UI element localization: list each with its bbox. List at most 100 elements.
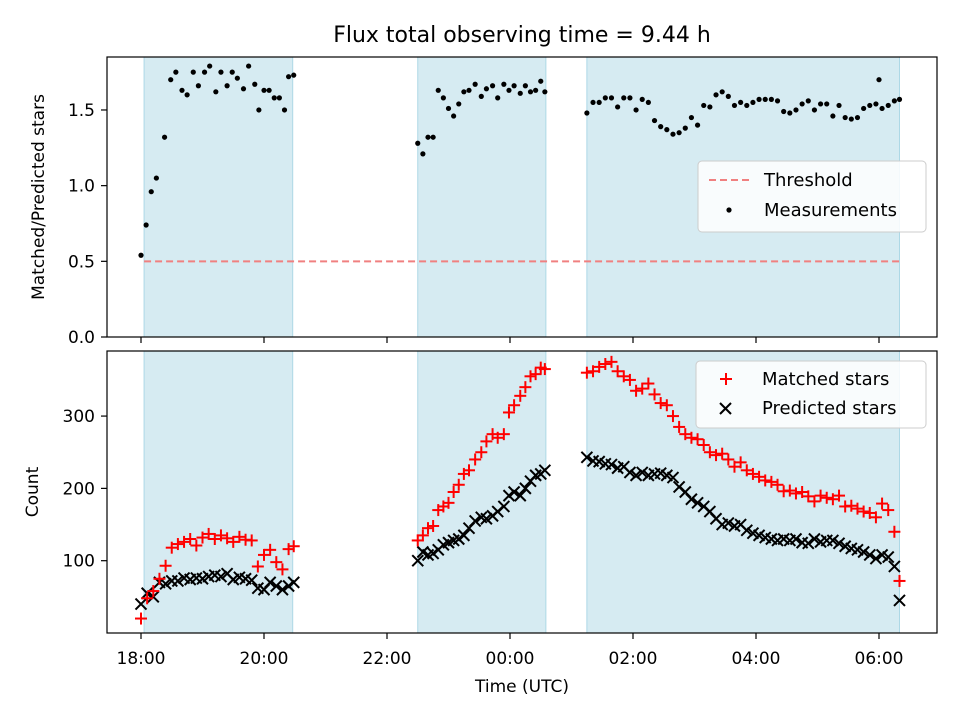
measurement-point-51 xyxy=(533,87,539,93)
matched-star-point-1 xyxy=(141,592,154,605)
measurement-point-97 xyxy=(848,116,854,122)
matched-star-point-87 xyxy=(802,490,815,503)
matched-star-point-26 xyxy=(411,534,424,547)
bottom-legend: Matched stars Predicted stars xyxy=(695,360,927,429)
matched-star-point-71 xyxy=(703,446,716,459)
predicted-star-point-37 xyxy=(468,514,482,528)
matched-star-point-48 xyxy=(529,368,542,381)
bottom-axes-frame xyxy=(106,350,938,634)
measurement-point-42 xyxy=(483,86,490,92)
bottom-panel: 100 200 300 18:00 20:00 22:00 00:00 02:00 04:00… xyxy=(23,350,938,697)
predicted-star-point-96 xyxy=(857,545,870,559)
measurement-point-81 xyxy=(750,99,756,106)
matched-star-point-8 xyxy=(184,533,197,545)
matched-star-point-36 xyxy=(463,464,475,477)
measurement-point-76 xyxy=(719,89,725,95)
measurement-point-46 xyxy=(506,87,512,93)
measurement-point-78 xyxy=(731,102,738,109)
measurement-point-88 xyxy=(793,107,799,113)
predicted-star-point-45 xyxy=(514,489,527,502)
measurement-point-105 xyxy=(891,98,897,104)
matched-star-point-89 xyxy=(814,489,827,502)
predicted-star-point-44 xyxy=(507,485,521,499)
matched-star-point-11 xyxy=(202,527,215,540)
matched-star-point-60 xyxy=(636,382,649,395)
measurement-point-47 xyxy=(511,83,517,89)
measurement-point-70 xyxy=(682,125,688,131)
legend-measurements-label: Measurements xyxy=(764,200,897,221)
legend-matched-swatch xyxy=(720,373,732,385)
matched-star-point-68 xyxy=(685,431,698,444)
matched-star-point-77 xyxy=(740,464,753,477)
measurement-point-38 xyxy=(461,89,467,95)
predicted-star-point-88 xyxy=(808,532,821,546)
matched-star-point-82 xyxy=(771,478,784,491)
measurement-point-23 xyxy=(266,87,272,93)
matched-star-point-70 xyxy=(697,439,710,451)
matched-star-point-96 xyxy=(857,505,870,518)
matched-star-point-44 xyxy=(508,399,521,412)
matched-star-point-6 xyxy=(171,538,184,551)
measurement-point-1 xyxy=(143,222,149,228)
top-marks xyxy=(138,63,903,263)
measurement-point-40 xyxy=(472,81,478,87)
measurement-point-68 xyxy=(670,131,676,137)
measurement-point-60 xyxy=(621,95,627,101)
predicted-star-point-91 xyxy=(826,534,840,547)
matched-star-point-10 xyxy=(196,531,209,544)
measurement-point-75 xyxy=(713,92,719,98)
measurement-point-4 xyxy=(161,134,168,140)
measurement-point-86 xyxy=(781,108,787,115)
measurement-point-35 xyxy=(445,105,452,112)
matched-star-point-53 xyxy=(593,360,606,373)
predicted-star-point-74 xyxy=(722,516,735,530)
measurement-point-43 xyxy=(489,83,496,89)
predicted-star-point-23 xyxy=(276,583,289,596)
predicted-star-point-87 xyxy=(802,537,815,550)
matched-star-point-9 xyxy=(190,539,203,552)
predicted-star-point-6 xyxy=(171,574,185,588)
matched-star-point-54 xyxy=(599,358,612,371)
measurement-point-101 xyxy=(873,101,879,107)
predicted-star-point-26 xyxy=(411,554,424,567)
measurement-point-103 xyxy=(885,102,891,109)
measurement-point-8 xyxy=(184,92,190,98)
measurement-point-13 xyxy=(213,89,219,95)
matched-star-point-85 xyxy=(789,487,802,500)
matched-star-point-90 xyxy=(820,491,833,504)
measurement-point-54 xyxy=(584,110,590,116)
measurement-point-19 xyxy=(246,63,252,69)
measurement-point-72 xyxy=(694,122,701,128)
matched-star-point-67 xyxy=(679,428,692,441)
predicted-star-point-92 xyxy=(832,537,846,550)
predicted-star-point-85 xyxy=(789,532,803,546)
predicted-star-point-100 xyxy=(882,550,895,564)
matched-star-point-76 xyxy=(734,456,747,469)
matched-star-point-80 xyxy=(759,474,772,487)
predicted-star-point-39 xyxy=(480,512,493,525)
matched-star-point-19 xyxy=(251,560,264,573)
matched-star-point-47 xyxy=(524,370,537,383)
measurement-point-0 xyxy=(138,252,144,258)
predicted-star-point-50 xyxy=(538,464,552,477)
matched-star-point-86 xyxy=(796,486,809,498)
measurement-point-9 xyxy=(190,69,196,75)
measurement-point-59 xyxy=(615,104,621,110)
measurement-point-10 xyxy=(195,83,201,89)
measurement-point-34 xyxy=(440,95,446,101)
measurement-point-32 xyxy=(430,134,436,140)
matched-star-point-14 xyxy=(221,532,234,545)
top-x-ticks xyxy=(140,337,880,343)
measurement-point-22 xyxy=(261,87,267,93)
top-y-ticks: 0.0 0.5 1.0 1.5 xyxy=(68,101,107,348)
matched-star-point-12 xyxy=(208,533,221,545)
x-tick-label-5: 04:00 xyxy=(732,649,781,669)
matched-star-point-92 xyxy=(833,489,846,502)
top-axes-frame xyxy=(106,56,938,338)
measurement-point-64 xyxy=(645,99,651,106)
matched-star-point-66 xyxy=(673,420,686,433)
measurement-point-14 xyxy=(218,69,224,75)
matched-star-point-4 xyxy=(159,559,172,572)
matched-star-point-42 xyxy=(497,428,510,441)
